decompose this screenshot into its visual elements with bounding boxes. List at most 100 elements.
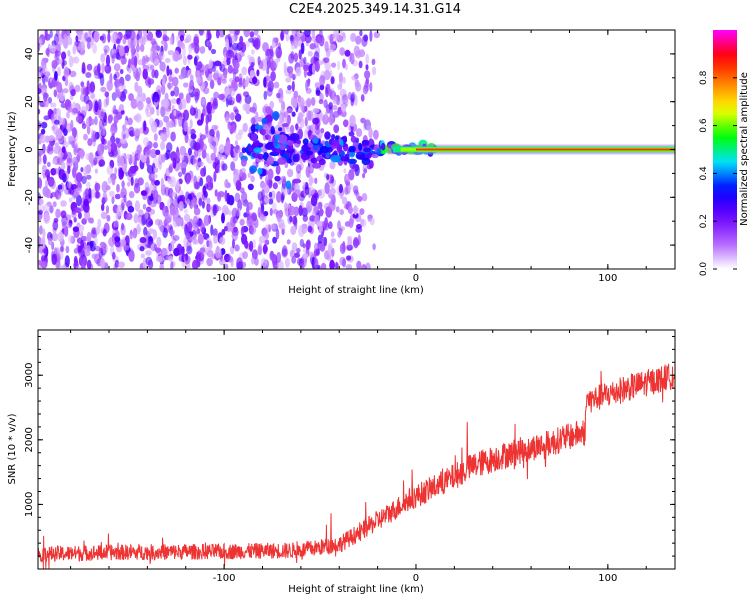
heatmap-cell <box>54 53 59 61</box>
heatmap-cell <box>127 234 134 240</box>
heatmap-cell <box>75 115 83 123</box>
spectrogram-x-tick-label: 0 <box>413 273 419 284</box>
heatmap-cell <box>100 86 107 93</box>
heatmap-cell <box>86 117 90 128</box>
heatmap-cell <box>58 188 63 197</box>
heatmap-cell <box>230 112 235 121</box>
heatmap-cell <box>323 69 331 81</box>
heatmap-cell <box>203 87 210 95</box>
heatmap-cell <box>242 77 246 90</box>
heatmap-cell <box>288 205 296 216</box>
heatmap-cell <box>103 65 109 71</box>
heatmap-cell <box>115 212 121 221</box>
heatmap-cell <box>129 165 137 174</box>
heatmap-cell <box>208 240 213 250</box>
heatmap-cell <box>180 161 188 169</box>
heatmap-cell <box>272 236 277 244</box>
heatmap-cell <box>201 149 207 159</box>
heatmap-cell <box>174 67 179 74</box>
heatmap-cell <box>329 34 334 45</box>
heatmap-cell <box>212 228 218 238</box>
heatmap-cell <box>226 57 231 66</box>
heatmap-cell <box>164 186 170 197</box>
heatmap-cell <box>324 131 331 140</box>
heatmap-cell <box>324 41 329 53</box>
heatmap-cell <box>113 114 119 124</box>
heatmap-cell <box>119 68 124 75</box>
colorbar: 0.0 0.2 0.4 0.6 0.8 Normalized spectral ampl… <box>699 30 750 276</box>
heatmap-cell <box>238 82 243 88</box>
heatmap-cell <box>113 63 121 72</box>
heatmap-cell <box>121 202 125 211</box>
heatmap-cell <box>67 106 73 113</box>
heatmap-cell <box>252 140 260 147</box>
heatmap-cell <box>293 90 299 99</box>
heatmap-cell <box>242 103 250 112</box>
heatmap-cell <box>310 195 318 207</box>
heatmap-cell <box>187 147 193 156</box>
heatmap-cell <box>114 167 118 175</box>
heatmap-cell <box>131 30 136 40</box>
heatmap-cell <box>194 107 199 119</box>
heatmap-cell <box>304 30 311 38</box>
heatmap-cell <box>76 194 82 207</box>
heatmap-cell <box>102 228 107 237</box>
heatmap-cell <box>204 183 209 190</box>
heatmap-cell <box>100 128 106 136</box>
heatmap-cell <box>67 180 72 189</box>
heatmap-cell <box>301 226 308 234</box>
heatmap-cell <box>52 220 59 231</box>
snr-x-ticks: -100 0 100 <box>70 330 647 584</box>
heatmap-cell <box>120 138 127 145</box>
heatmap-cell <box>53 89 57 98</box>
snr-panel: -100 0 100 1000 2000 3000 Height of straight… <box>7 329 676 595</box>
heatmap-cell <box>254 257 259 266</box>
heatmap-cell <box>43 57 47 67</box>
heatmap-cell <box>330 176 334 185</box>
heatmap-cell <box>184 38 190 44</box>
heatmap-cell <box>228 36 233 48</box>
heatmap-cell <box>359 30 363 37</box>
heatmap-cell <box>125 74 131 82</box>
heatmap-cell <box>253 147 262 154</box>
heatmap-cell <box>101 203 105 212</box>
heatmap-cell <box>302 214 308 222</box>
heatmap-cell <box>312 162 322 169</box>
heatmap-cell <box>327 84 331 95</box>
heatmap-cell <box>39 198 44 205</box>
heatmap-cell <box>200 222 205 233</box>
heatmap-cell <box>139 237 147 244</box>
heatmap-cell <box>214 189 218 197</box>
heatmap-cell <box>331 62 337 68</box>
heatmap-cell <box>119 103 124 111</box>
heatmap-cell <box>223 144 231 156</box>
heatmap-cell <box>250 117 256 125</box>
heatmap-cell <box>137 59 145 66</box>
heatmap-cell <box>358 60 363 69</box>
heatmap-cell <box>123 194 127 203</box>
heatmap-cell <box>194 42 200 54</box>
heatmap-cell <box>154 69 159 79</box>
heatmap-cell <box>118 261 125 268</box>
heatmap-cell <box>270 126 275 135</box>
heatmap-cell <box>187 54 193 60</box>
heatmap-cell <box>86 174 92 180</box>
heatmap-cell <box>206 40 212 47</box>
heatmap-cell <box>265 224 270 230</box>
heatmap-cell <box>63 225 69 237</box>
heatmap-cell <box>326 174 330 180</box>
spectrogram-panel: -100 0 100 -40 -20 0 20 40 Height of straight … <box>7 29 676 296</box>
heatmap-cell <box>366 125 371 131</box>
heatmap-cell <box>234 62 240 70</box>
heatmap-cell <box>45 169 50 178</box>
heatmap-cell <box>199 177 204 187</box>
heatmap-cell <box>168 224 173 235</box>
snr-y-tick-label: 1000 <box>24 492 35 517</box>
heatmap-cell <box>196 119 203 126</box>
heatmap-cell <box>141 92 147 102</box>
heatmap-cell <box>308 186 315 195</box>
heatmap-cell <box>297 36 302 47</box>
heatmap-cell <box>360 117 366 124</box>
heatmap-cell <box>281 245 288 257</box>
heatmap-cell <box>43 213 51 225</box>
